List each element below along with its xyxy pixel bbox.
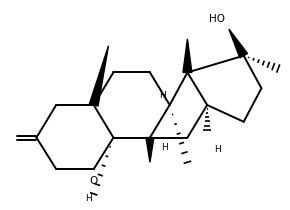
Text: H: H <box>160 91 166 100</box>
Text: H: H <box>161 143 168 152</box>
Polygon shape <box>183 39 192 72</box>
Text: H: H <box>214 145 220 154</box>
Text: HO: HO <box>209 14 225 24</box>
Polygon shape <box>89 46 108 106</box>
Text: O: O <box>90 176 98 186</box>
Polygon shape <box>146 138 154 162</box>
Polygon shape <box>229 29 248 58</box>
Text: H: H <box>85 194 92 203</box>
